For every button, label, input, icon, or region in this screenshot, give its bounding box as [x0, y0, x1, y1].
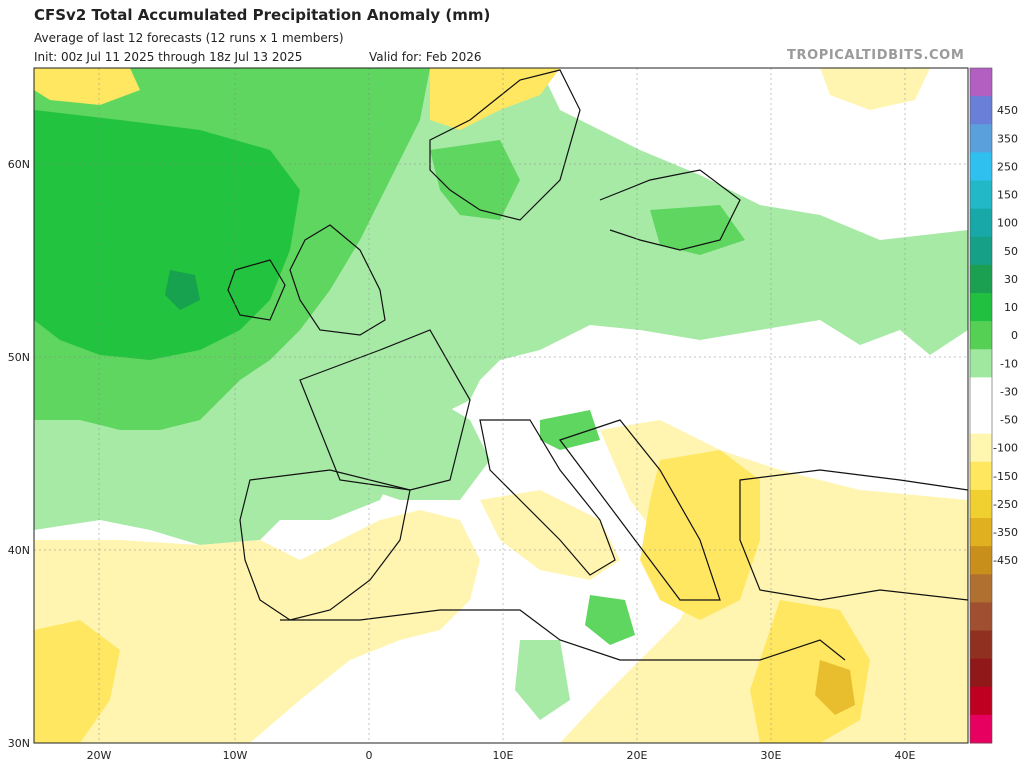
colorbar-label: 250: [997, 160, 1018, 173]
colorbar-label: 0: [1011, 329, 1018, 342]
lon-label-20w: 20W: [87, 749, 112, 762]
italy-dry: [480, 490, 620, 580]
colorbar-swatch: [970, 630, 992, 660]
init-time: Init: 00z Jul 11 2025 through 18z Jul 13…: [34, 50, 303, 64]
colorbar-label: -350: [993, 526, 1018, 539]
colorbar-label: -150: [993, 470, 1018, 483]
coastlines: [227, 69, 968, 661]
lat-label-50n: 50N: [8, 351, 30, 364]
colorbar-label: -100: [993, 442, 1018, 455]
colorbar-swatch: [970, 208, 992, 238]
colorbar-label: -50: [1000, 414, 1018, 427]
lon-label-30e: 30E: [761, 749, 782, 762]
baltic-coast: [599, 169, 741, 251]
lon-label-10e: 10E: [493, 749, 514, 762]
map-subtitle: Average of last 12 forecasts (12 runs x …: [34, 31, 344, 45]
colorbar-labels: 4503502501501005030100-10-30-50-100-150-…: [993, 104, 1018, 567]
colorbar-label: 100: [997, 217, 1018, 230]
colorbar-swatch: [970, 349, 992, 378]
colorbar-label: 450: [997, 104, 1018, 117]
colorbar: [969, 67, 993, 744]
sahara-dry: [34, 620, 120, 743]
scandinavia-coast: [429, 69, 581, 221]
colorbar-swatch: [970, 546, 992, 575]
colorbar-swatch: [970, 489, 992, 519]
colorbar-swatch: [970, 152, 992, 182]
colorbar-label: 30: [1004, 273, 1018, 286]
colorbar-frame: [969, 67, 993, 744]
colorbar-swatch: [970, 96, 992, 125]
colorbar-swatch: [970, 461, 992, 491]
aegean-dry: [640, 450, 760, 620]
balkan-coast: [559, 419, 721, 601]
iberia-coast: [239, 469, 411, 621]
britain-coast: [289, 224, 386, 336]
ionian-wet: [585, 595, 635, 645]
colorbar-swatch: [970, 264, 992, 294]
lon-label-0: 0: [366, 749, 373, 762]
colorbar-swatch: [970, 124, 992, 153]
norway-dry: [430, 68, 560, 130]
colorbar-label: -10: [1000, 357, 1018, 370]
colorbar-swatch: [970, 433, 992, 463]
greenland-dry: [34, 68, 140, 105]
france-coast: [299, 329, 471, 491]
colorbar-label: 10: [1004, 301, 1018, 314]
colorbar-label: -30: [1000, 385, 1018, 398]
lat-label-60n: 60N: [8, 158, 30, 171]
levant-dry-max: [815, 660, 855, 715]
lon-label-10w: 10W: [223, 749, 248, 762]
colorbar-swatch: [970, 377, 992, 407]
colorbar-swatch: [970, 68, 992, 97]
turkey-coast: [739, 469, 968, 601]
libya-wet: [515, 640, 570, 720]
atlantic-wet-max: [165, 270, 200, 310]
lon-label-20e: 20E: [627, 749, 648, 762]
valid-time: Valid for: Feb 2026: [369, 50, 482, 64]
colorbar-label: -450: [993, 554, 1018, 567]
graticule: [34, 68, 968, 743]
map-field: [34, 68, 968, 743]
map-title: CFSv2 Total Accumulated Precipitation An…: [34, 6, 491, 24]
colorbar-label: 150: [997, 189, 1018, 202]
iberia-dry: [34, 510, 480, 743]
colorbar-swatch: [970, 293, 992, 322]
map-frame: [33, 67, 969, 744]
colorbar-swatch: [970, 602, 992, 632]
ireland-coast: [227, 259, 286, 321]
colorbar-swatch: [970, 405, 992, 435]
colorbar-label: 50: [1004, 245, 1018, 258]
atlantic-wet-strong: [34, 110, 300, 360]
brand-watermark[interactable]: TROPICALTIDBITS.COM: [787, 48, 965, 63]
north-sea-wet: [430, 140, 520, 220]
colorbar-swatch: [970, 714, 992, 744]
colorbar-swatch: [970, 518, 992, 547]
baltic-wet: [650, 205, 745, 255]
colorbar-swatch: [970, 236, 992, 266]
colorbar-label: -250: [993, 498, 1018, 511]
italy-coast: [479, 419, 616, 576]
colorbar-swatch: [970, 686, 992, 716]
lat-label-40n: 40N: [8, 544, 30, 557]
colorbar-swatch: [970, 658, 992, 688]
colorbar-swatch: [970, 321, 992, 350]
alpine-wet: [540, 410, 600, 450]
lon-label-40e: 40E: [895, 749, 916, 762]
colorbar-label: 350: [997, 132, 1018, 145]
arctic-dry: [820, 68, 930, 110]
colorbar-swatch: [970, 574, 992, 603]
france-wet: [300, 370, 490, 500]
colorbar-swatch: [970, 180, 992, 210]
north-africa-coast: [280, 609, 846, 661]
lat-label-30n: 30N: [8, 737, 30, 750]
